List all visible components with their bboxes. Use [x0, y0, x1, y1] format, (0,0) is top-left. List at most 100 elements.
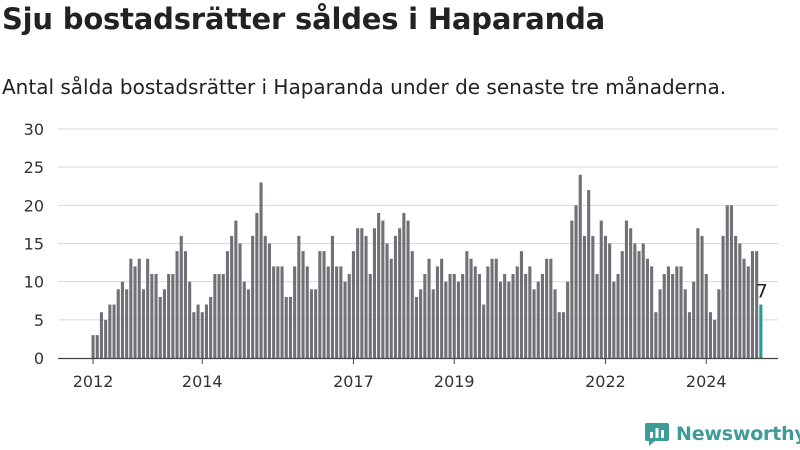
bar [578, 174, 582, 358]
bar [419, 289, 423, 358]
bar [259, 182, 263, 358]
bar [234, 220, 238, 358]
bar [536, 281, 540, 358]
bar [755, 251, 759, 358]
y-tick-label: 20 [24, 196, 44, 215]
bar [284, 296, 288, 358]
bar [620, 251, 624, 358]
bar [725, 205, 729, 358]
bar [137, 258, 141, 358]
bar [507, 281, 511, 358]
bar [658, 289, 662, 358]
bar [599, 220, 603, 358]
bar [335, 266, 339, 358]
bar [209, 296, 213, 358]
bar [171, 274, 175, 358]
bar [519, 251, 523, 358]
bar [154, 274, 158, 358]
bar [251, 235, 255, 358]
bar [637, 251, 641, 358]
bar [477, 274, 481, 358]
y-tick-label: 10 [24, 273, 44, 292]
y-tick-label: 30 [24, 120, 44, 139]
bar [566, 281, 570, 358]
bar [120, 281, 124, 358]
bar [654, 312, 658, 358]
bar [511, 274, 515, 358]
bar [557, 312, 561, 358]
bar [141, 289, 145, 358]
bar [112, 304, 116, 358]
bar [515, 266, 519, 358]
brand-name: Newsworthy [676, 423, 800, 445]
bar [381, 220, 385, 358]
bar [402, 212, 406, 358]
bar [255, 212, 259, 358]
bar [603, 235, 607, 358]
bar [675, 266, 679, 358]
bar [750, 251, 754, 358]
bar [389, 258, 393, 358]
bar [318, 251, 322, 358]
bar [729, 205, 733, 358]
x-tick-label: 2022 [585, 372, 626, 391]
bar [200, 312, 204, 358]
bar [696, 228, 700, 358]
bar [150, 274, 154, 358]
bar [309, 289, 313, 358]
bar [167, 274, 171, 358]
bar [183, 251, 187, 358]
bar [372, 228, 376, 358]
bar [322, 251, 326, 358]
bar [574, 205, 578, 358]
bar [490, 258, 494, 358]
bar [326, 266, 330, 358]
bar [125, 289, 129, 358]
bar [608, 243, 612, 358]
bar [385, 243, 389, 358]
bar [532, 289, 536, 358]
bar [641, 243, 645, 358]
bar [683, 289, 687, 358]
bar [217, 274, 221, 358]
bar [524, 274, 528, 358]
bar [708, 312, 712, 358]
bar [553, 289, 557, 358]
bar [343, 281, 347, 358]
bar [267, 243, 271, 358]
bar [595, 274, 599, 358]
bar [746, 266, 750, 358]
x-tick-label: 2019 [434, 372, 475, 391]
bar [721, 235, 725, 358]
bar [738, 243, 742, 358]
bar [196, 304, 200, 358]
bar [456, 281, 460, 358]
bar [230, 235, 234, 358]
y-tick-label: 0 [34, 349, 44, 368]
bar [192, 312, 196, 358]
bar [570, 220, 574, 358]
bar-highlight [759, 304, 763, 358]
bar [700, 235, 704, 358]
bar [368, 274, 372, 358]
bar [95, 335, 99, 358]
bar [330, 235, 334, 358]
y-tick-label: 25 [24, 158, 44, 177]
bar [242, 281, 246, 358]
x-tick-label: 2024 [686, 372, 727, 391]
x-tick-label: 2014 [182, 372, 223, 391]
bar [99, 312, 103, 358]
bar [305, 266, 309, 358]
bar [704, 274, 708, 358]
bar [482, 304, 486, 358]
bar [162, 289, 166, 358]
bar [263, 235, 267, 358]
bar [671, 274, 675, 358]
highlight-value-label: 7 [756, 281, 768, 303]
x-tick-label: 2012 [73, 372, 114, 391]
bar [587, 190, 591, 358]
bar [288, 296, 292, 358]
bar [461, 274, 465, 358]
bar [713, 319, 717, 358]
